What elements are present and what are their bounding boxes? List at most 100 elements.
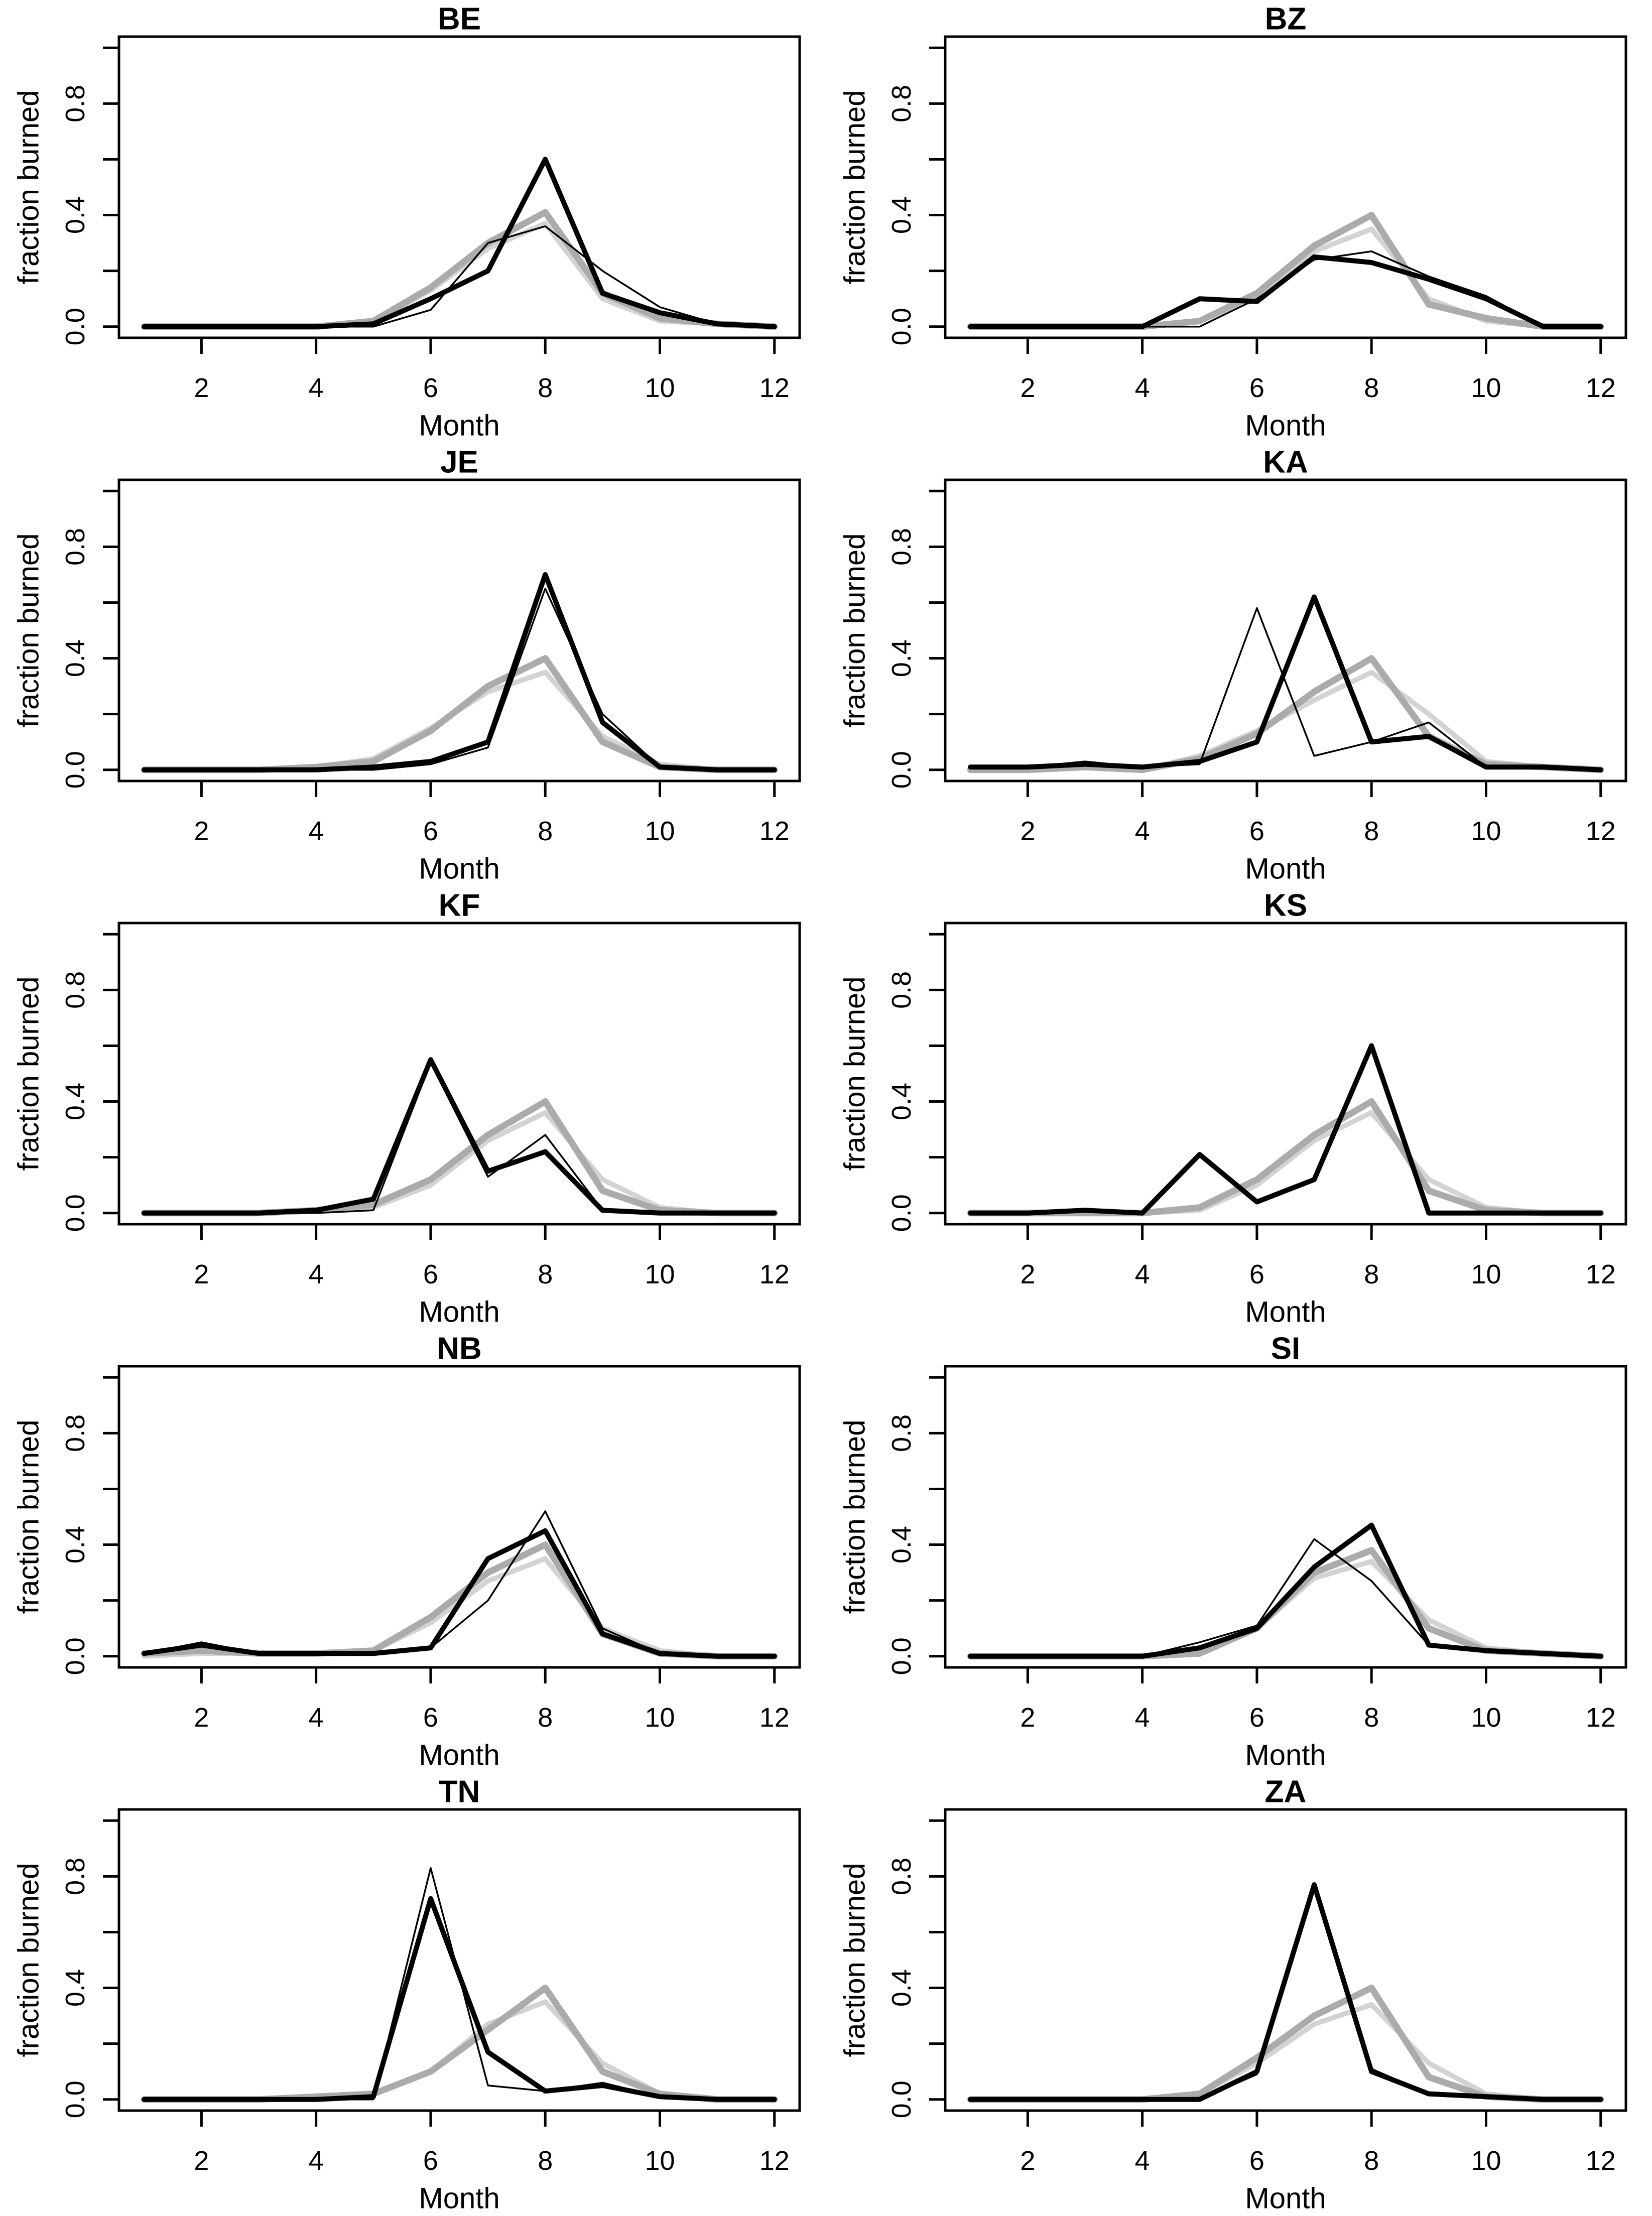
chart-panel-ka: KA 0.0 0.4 0.8 fraction burned 2 4 6 8 10 12 Month: [838, 445, 1627, 885]
chart-panel-je: JE 0.0 0.4 0.8 fraction burned 2 4 6 8 10 12 Month: [13, 445, 801, 885]
y-axis-label: fraction burned: [838, 534, 871, 728]
series-thick-black-line: [142, 1057, 777, 1216]
x-tick-label: 8: [1364, 2146, 1379, 2176]
series-thin-black-line: [969, 250, 1602, 328]
y-tick-label: 0.8: [60, 528, 90, 566]
x-tick-label: 12: [759, 1259, 790, 1289]
panel-title: JE: [440, 445, 478, 480]
series-light-gray-line: [967, 670, 1603, 772]
y-tick-label: 0.4: [886, 196, 917, 234]
panel-title: SI: [1270, 1332, 1300, 1366]
series-thin-black-line: [969, 607, 1602, 771]
series-thick-black-line: [967, 254, 1603, 329]
x-axis-label: Month: [419, 410, 499, 442]
y-tick-label: 0.4: [60, 1083, 90, 1120]
series-dark-gray-line: [967, 1547, 1604, 1660]
y-tick-label: 0.0: [886, 308, 917, 345]
x-tick-label: 4: [309, 1703, 324, 1733]
x-tick-label: 10: [645, 1259, 675, 1289]
x-axis-label: Month: [1245, 2182, 1326, 2215]
y-tick-label: 0.8: [60, 85, 90, 122]
x-tick-label: 10: [645, 2146, 675, 2176]
x-tick-label: 8: [538, 2146, 553, 2176]
x-axis-label: Month: [419, 2182, 499, 2215]
series-thick-black-line: [142, 1528, 777, 1659]
x-tick-label: 2: [1020, 2146, 1035, 2176]
series-thick-black-line: [967, 1522, 1603, 1659]
y-axis-label: fraction burned: [13, 1420, 45, 1614]
x-axis-label: Month: [1245, 1739, 1326, 1772]
y-tick-label: 0.8: [886, 1414, 917, 1452]
series-light-gray-line: [142, 1110, 777, 1216]
x-tick-label: 6: [1249, 816, 1264, 846]
plot-border: [117, 478, 801, 783]
x-tick-label: 12: [1585, 1703, 1615, 1733]
y-tick-label: 0.0: [60, 751, 90, 789]
x-tick-label: 8: [538, 1259, 553, 1289]
x-tick-label: 6: [423, 816, 438, 846]
x-axis-label: Month: [1245, 1296, 1326, 1329]
series-thin-black-line: [143, 1062, 776, 1214]
chart-panel-ks: KS 0.0 0.4 0.8 fraction burned 2 4 6 8 10 12 Month: [838, 888, 1627, 1329]
x-tick-label: 4: [1134, 816, 1150, 846]
chart-panel-kf: KF 0.0 0.4 0.8 fraction burned 2 4 6 8 10 12 Month: [13, 888, 801, 1329]
series-light-gray-line: [967, 2002, 1603, 2102]
plot-border: [117, 922, 801, 1226]
x-tick-label: 2: [1020, 1259, 1035, 1289]
y-tick-label: 0.8: [886, 971, 917, 1009]
series-light-gray-line: [967, 1110, 1603, 1216]
x-axis-label: Month: [1245, 410, 1326, 442]
plot-border: [117, 35, 801, 339]
x-tick-label: 2: [194, 1703, 209, 1733]
x-tick-label: 4: [309, 1259, 324, 1289]
chart-panel-za: ZA 0.0 0.4 0.8 fraction burned 2 4 6 8 10 12 Month: [838, 1775, 1627, 2215]
x-tick-label: 10: [1471, 816, 1501, 846]
x-tick-label: 4: [309, 816, 324, 846]
x-tick-label: 8: [538, 373, 553, 403]
y-axis-label: fraction burned: [13, 1863, 45, 2057]
y-tick-label: 0.4: [886, 1969, 917, 2007]
x-tick-label: 8: [538, 816, 553, 846]
y-tick-label: 0.4: [60, 639, 90, 677]
x-tick-label: 10: [645, 816, 675, 846]
x-tick-label: 12: [759, 1703, 790, 1733]
x-tick-label: 10: [1471, 373, 1501, 403]
y-tick-label: 0.0: [886, 1637, 917, 1675]
y-tick-label: 0.4: [60, 1969, 90, 2007]
plot-border: [944, 478, 1627, 783]
x-tick-label: 10: [1471, 1259, 1501, 1289]
series-thin-black-line: [143, 1510, 776, 1657]
series-thin-black-line: [143, 225, 776, 328]
y-tick-label: 0.8: [886, 85, 917, 122]
x-tick-label: 6: [423, 2146, 438, 2176]
y-axis-label: fraction burned: [838, 1420, 871, 1614]
x-tick-label: 6: [1249, 1259, 1264, 1289]
x-tick-label: 6: [423, 1259, 438, 1289]
y-tick-label: 0.0: [60, 2080, 90, 2118]
x-tick-label: 12: [1585, 2146, 1615, 2176]
x-tick-label: 4: [1134, 373, 1150, 403]
series-thin-black-line: [969, 1045, 1602, 1214]
x-tick-label: 8: [1364, 373, 1379, 403]
x-tick-label: 6: [1249, 1703, 1264, 1733]
plot-border: [944, 35, 1627, 339]
panel-title: BZ: [1264, 2, 1306, 37]
x-tick-label: 4: [1134, 1259, 1150, 1289]
panel-title: KS: [1263, 888, 1307, 923]
y-axis-label: fraction burned: [13, 534, 45, 728]
series-thick-black-line: [142, 1896, 777, 2102]
chart-panel-be: BE 0.0 0.4 0.8 fraction burned 2 4 6 8 10 12 Month: [13, 2, 801, 442]
x-tick-label: 4: [309, 2146, 324, 2176]
x-tick-label: 6: [423, 1703, 438, 1733]
x-tick-label: 10: [1471, 1703, 1501, 1733]
x-tick-label: 12: [1585, 816, 1615, 846]
y-tick-label: 0.4: [886, 1083, 917, 1120]
y-tick-label: 0.8: [886, 528, 917, 566]
plot-border: [117, 1365, 801, 1669]
x-tick-label: 2: [1020, 816, 1035, 846]
series-dark-gray-line: [141, 1985, 778, 2103]
y-tick-label: 0.4: [886, 639, 917, 677]
x-tick-label: 6: [423, 373, 438, 403]
x-tick-label: 4: [1134, 1703, 1150, 1733]
